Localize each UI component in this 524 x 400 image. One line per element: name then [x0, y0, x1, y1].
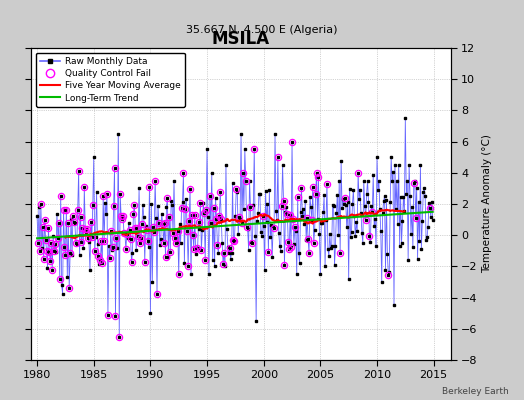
- Text: 35.667 N, 4.500 E (Algeria): 35.667 N, 4.500 E (Algeria): [186, 25, 338, 35]
- Legend: Raw Monthly Data, Quality Control Fail, Five Year Moving Average, Long-Term Tren: Raw Monthly Data, Quality Control Fail, …: [36, 52, 185, 107]
- Title: MSILA: MSILA: [212, 30, 270, 48]
- Y-axis label: Temperature Anomaly (°C): Temperature Anomaly (°C): [482, 134, 492, 274]
- Text: Berkeley Earth: Berkeley Earth: [442, 387, 508, 396]
